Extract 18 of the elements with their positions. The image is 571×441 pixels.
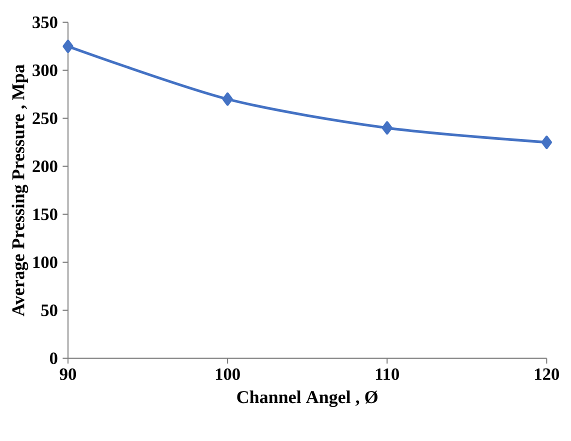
point (541, 136, 552, 149)
y-tick-label: 50 (41, 304, 58, 316)
x-tick-label: 90 (60, 368, 76, 380)
x-tick-label: 110 (376, 368, 399, 380)
y-tick-label: 300 (32, 64, 58, 76)
point (62, 40, 74, 53)
y-tick-label: 350 (32, 16, 58, 28)
y-tick-label: 150 (33, 208, 58, 220)
y-tick-label: 250 (32, 112, 58, 124)
x-tick-label: 100 (216, 368, 240, 380)
y-axis-title: Average Pressing Pressure , Mpa (12, 64, 28, 316)
point (222, 92, 233, 106)
y-tick-label: 100 (33, 256, 58, 268)
y-tick-label: 200 (32, 160, 58, 172)
x-tick-label: 120 (535, 368, 560, 380)
y-tick-label: 0 (50, 352, 58, 364)
point (382, 121, 392, 135)
x-axis-title: Channel Angel , Ø (237, 390, 378, 408)
